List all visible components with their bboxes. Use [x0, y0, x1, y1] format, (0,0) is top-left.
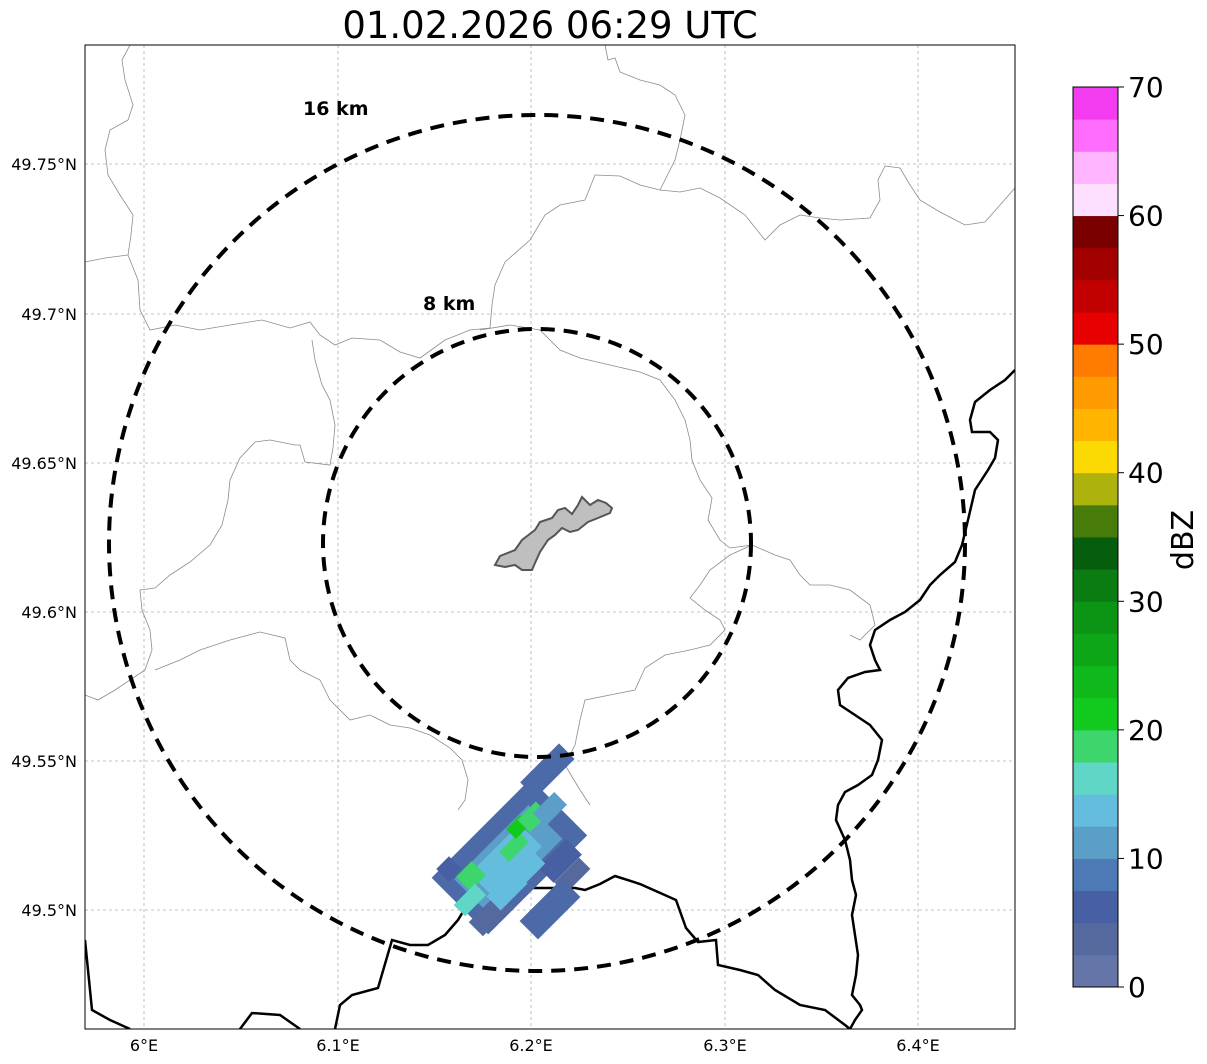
ring-label-16km: 16 km — [303, 98, 369, 120]
range-ring-16km — [107, 113, 967, 973]
colorbar-swatch — [1073, 376, 1118, 409]
colorbar-swatch — [1073, 312, 1118, 345]
colorbar-swatch — [1073, 279, 1118, 313]
colorbar-swatches — [1073, 87, 1118, 988]
colorbar-tick-label: 60 — [1128, 200, 1164, 233]
y-tick-label: 49.5°N — [21, 901, 77, 920]
colorbar-tick-label: 10 — [1128, 842, 1164, 875]
city-area — [493, 495, 614, 571]
x-tick-label: 6.3°E — [703, 1036, 747, 1055]
colorbar-swatch — [1073, 183, 1118, 217]
x-tick-label: 6.1°E — [316, 1036, 360, 1055]
colorbar-swatch — [1073, 472, 1118, 506]
y-tick-label: 49.6°N — [21, 603, 77, 622]
colorbar-tick-label: 30 — [1128, 585, 1164, 618]
colorbar-frame — [1072, 86, 1119, 988]
range-ring-8km — [321, 327, 753, 759]
colorbar-tick-label: 20 — [1128, 714, 1164, 747]
colorbar-tick-label: 50 — [1128, 328, 1164, 361]
x-tick-label: 6.4°E — [896, 1036, 940, 1055]
x-axis-ticks: 6°E 6.1°E 6.2°E 6.3°E 6.4°E — [130, 1036, 940, 1055]
ring-label-8km: 8 km — [423, 293, 475, 315]
x-tick-label: 6°E — [130, 1036, 158, 1055]
colorbar-swatch — [1073, 922, 1118, 956]
colorbar-swatch — [1073, 697, 1118, 731]
colorbar-swatch — [1073, 537, 1118, 570]
colorbar-swatch — [1073, 890, 1118, 924]
radar-echoes — [431, 743, 591, 940]
y-tick-label: 49.75°N — [11, 155, 77, 174]
colorbar-swatch — [1073, 762, 1118, 795]
colorbar-swatch — [1073, 601, 1118, 634]
colorbar-swatch — [1073, 344, 1118, 377]
colorbar-swatch — [1073, 729, 1118, 763]
y-axis-ticks: 49.75°N 49.7°N 49.65°N 49.6°N 49.55°N 49… — [11, 155, 77, 920]
colorbar-tick-label: 70 — [1128, 71, 1164, 104]
y-tick-label: 49.65°N — [11, 454, 77, 473]
x-tick-label: 6.2°E — [509, 1036, 553, 1055]
colorbar-swatch — [1073, 665, 1118, 699]
colorbar-swatch — [1073, 151, 1118, 184]
colorbar-swatch — [1073, 215, 1118, 249]
colorbar-ticks: 0 10 20 30 40 50 60 70 — [1118, 71, 1164, 1004]
colorbar-tick-label: 0 — [1128, 971, 1146, 1004]
colorbar-swatch — [1073, 633, 1118, 667]
y-tick-label: 49.7°N — [21, 305, 77, 324]
y-tick-label: 49.55°N — [11, 752, 77, 771]
colorbar-swatch — [1073, 858, 1118, 892]
colorbar-swatch — [1073, 569, 1118, 602]
country-border — [85, 369, 1015, 1029]
map-title: 01.02.2026 06:29 UTC — [342, 4, 758, 47]
colorbar-swatch — [1073, 440, 1118, 474]
colorbar-swatch — [1073, 247, 1118, 281]
colorbar: 0 10 20 30 40 50 60 70 dBZ — [1072, 71, 1201, 1004]
colorbar-swatch — [1073, 87, 1118, 120]
colorbar-tick-label: 40 — [1128, 457, 1164, 490]
colorbar-swatch — [1073, 408, 1118, 442]
colorbar-swatch — [1073, 954, 1118, 988]
colorbar-swatch — [1073, 826, 1118, 859]
colorbar-label: dBZ — [1166, 510, 1201, 570]
colorbar-swatch — [1073, 504, 1118, 538]
municipal-boundaries — [85, 45, 1015, 811]
colorbar-swatch — [1073, 794, 1118, 827]
map-frame — [84, 44, 1016, 1030]
colorbar-swatch — [1073, 119, 1118, 152]
